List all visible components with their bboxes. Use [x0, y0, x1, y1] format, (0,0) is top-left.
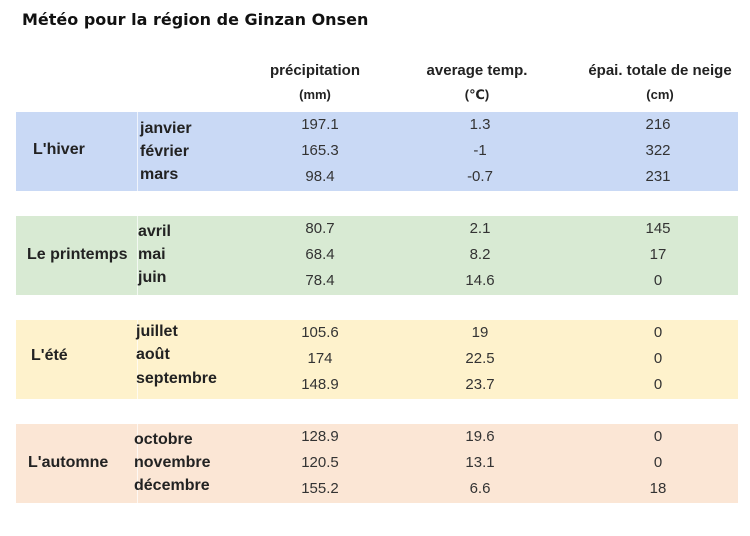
precip-value: 197.1	[301, 116, 339, 133]
month-label: février	[140, 143, 189, 160]
header-precipitation: précipitation (mm)	[255, 62, 375, 102]
header-precipitation-unit: (mm)	[299, 87, 331, 102]
precip-value: 155.2	[301, 480, 339, 497]
temp-value: 23.7	[465, 376, 495, 393]
month-label: janvier	[140, 120, 192, 137]
header-snow: épai. totale de neige (cm)	[565, 62, 750, 102]
temp-value: 1.3	[469, 116, 491, 133]
header-snow-unit: (cm)	[646, 87, 674, 102]
header-temperature-unit: (℃)	[464, 87, 490, 102]
snow-value: 0	[653, 376, 663, 393]
precip-value: 80.7	[305, 220, 335, 237]
precip-value: 148.9	[301, 376, 339, 393]
month-label: mars	[140, 166, 179, 183]
snow-value: 0	[653, 454, 663, 471]
header-temperature-label: average temp.	[426, 62, 528, 79]
season-label: L'automne	[28, 454, 109, 471]
season-label: L'été	[31, 347, 68, 364]
month-label: juin	[138, 269, 167, 286]
header-snow-label: épai. totale de neige	[588, 62, 732, 79]
month-label: octobre	[134, 431, 193, 448]
snow-value: 216	[645, 116, 671, 133]
month-label: septembre	[136, 370, 217, 387]
precip-value: 128.9	[301, 428, 339, 445]
temp-value: 8.2	[469, 246, 491, 263]
temp-value: 13.1	[465, 454, 495, 471]
snow-value: 322	[645, 142, 671, 159]
snow-value: 231	[645, 168, 671, 185]
snow-value: 145	[645, 220, 671, 237]
snow-value: 0	[653, 428, 663, 445]
season-band-summer: L'été juillet août septembre 105.6 174 1…	[16, 320, 738, 399]
temp-value: 19	[471, 324, 489, 341]
season-label: Le printemps	[27, 246, 128, 263]
precip-value: 78.4	[305, 272, 335, 289]
season-band-winter: L'hiver janvier février mars 197.1 165.3…	[16, 112, 738, 191]
month-label: novembre	[134, 454, 211, 471]
precip-value: 68.4	[305, 246, 335, 263]
snow-value: 0	[653, 324, 663, 341]
temp-value: 14.6	[465, 272, 495, 289]
season-divider	[137, 424, 138, 503]
snow-value: 17	[649, 246, 667, 263]
month-label: juillet	[136, 323, 178, 340]
temp-value: -0.7	[467, 168, 493, 185]
header-temperature: average temp. (℃)	[412, 62, 542, 103]
snow-value: 0	[653, 272, 663, 289]
season-band-autumn: L'automne octobre novembre décembre 128.…	[16, 424, 738, 503]
month-label: décembre	[134, 477, 210, 494]
page-title: Météo pour la région de Ginzan Onsen	[22, 10, 369, 29]
snow-value: 0	[653, 350, 663, 367]
temp-value: 22.5	[465, 350, 495, 367]
header-precipitation-label: précipitation	[269, 62, 360, 79]
precip-value: 165.3	[301, 142, 339, 159]
season-label: L'hiver	[33, 141, 85, 158]
precip-value: 105.6	[301, 324, 339, 341]
season-divider	[137, 216, 138, 295]
month-label: mai	[138, 246, 166, 263]
month-label: août	[136, 346, 170, 363]
temp-value: -1	[473, 142, 487, 159]
temp-value: 2.1	[469, 220, 491, 237]
season-band-spring: Le printemps avril mai juin 80.7 68.4 78…	[16, 216, 738, 295]
precip-value: 174	[307, 350, 333, 367]
season-divider	[137, 320, 138, 399]
precip-value: 120.5	[301, 454, 339, 471]
snow-value: 18	[649, 480, 667, 497]
temp-value: 19.6	[465, 428, 495, 445]
precip-value: 98.4	[305, 168, 335, 185]
month-label: avril	[138, 223, 171, 240]
temp-value: 6.6	[469, 480, 491, 497]
season-divider	[137, 112, 138, 191]
